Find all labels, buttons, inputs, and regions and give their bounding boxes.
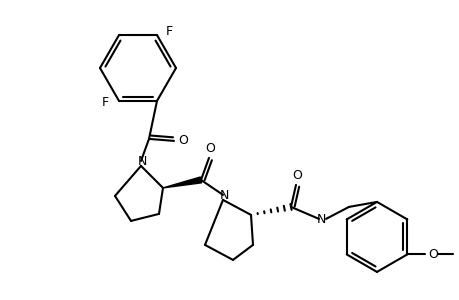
Text: O: O (427, 248, 437, 261)
Text: N: N (219, 189, 228, 203)
Text: F: F (101, 96, 108, 110)
Text: O: O (291, 169, 301, 182)
Text: N: N (316, 213, 325, 226)
Text: F: F (165, 25, 172, 38)
Polygon shape (162, 177, 201, 188)
Text: O: O (205, 142, 214, 155)
Text: N: N (137, 155, 146, 168)
Text: O: O (178, 134, 188, 147)
